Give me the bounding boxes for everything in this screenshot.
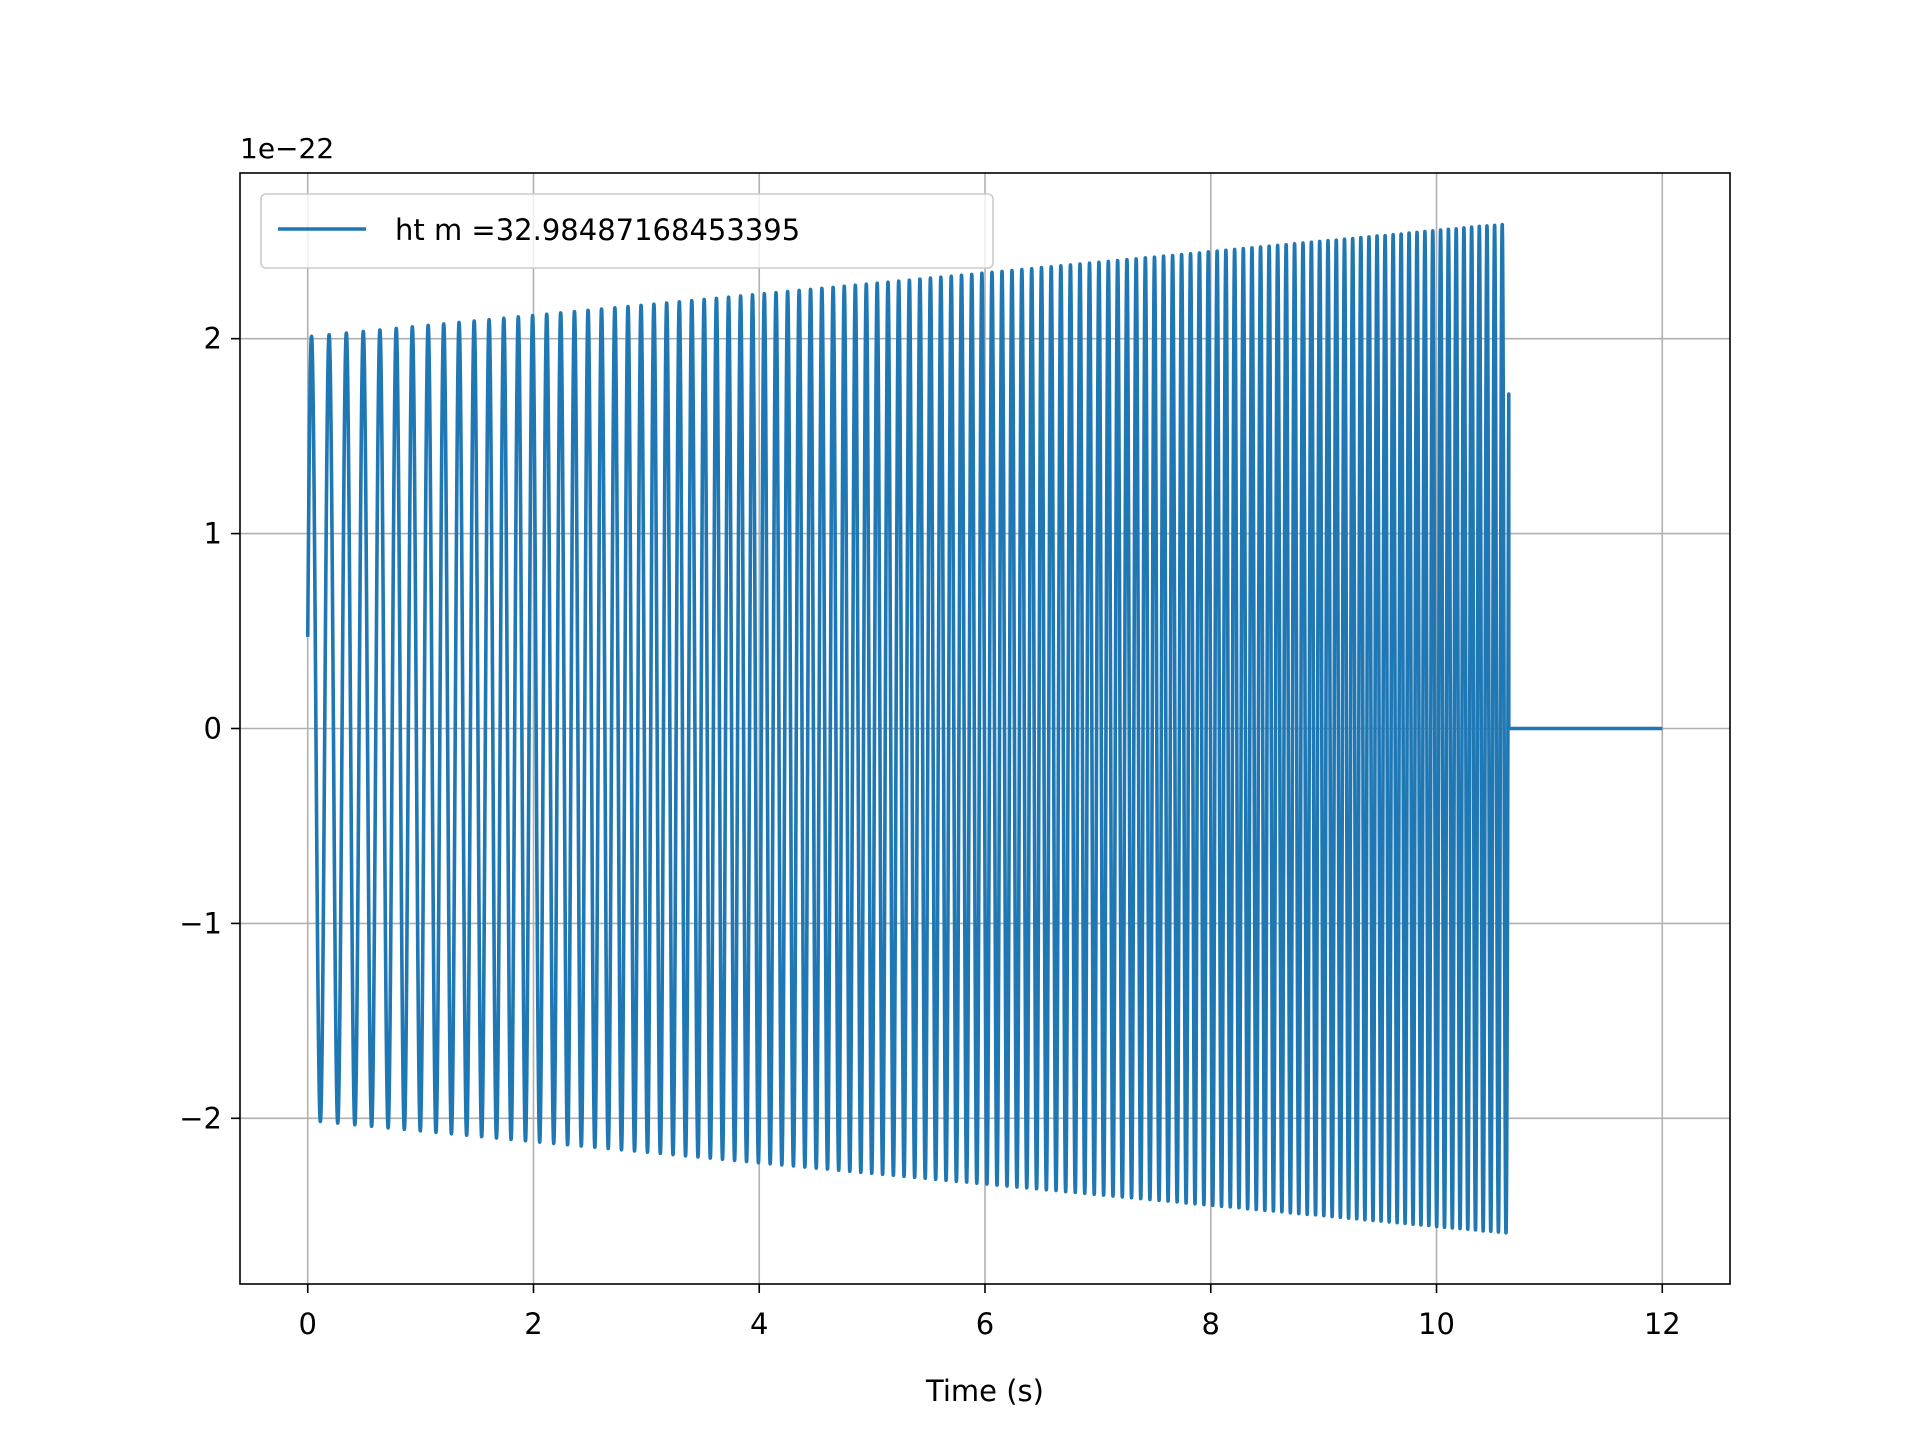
y-tick-label: −1 xyxy=(179,906,222,940)
x-tick-label: 2 xyxy=(524,1307,542,1341)
legend-label: ht m =32.98487168453395 xyxy=(395,213,800,247)
y-tick-label: −2 xyxy=(179,1101,222,1135)
x-tick-label: 8 xyxy=(1202,1307,1220,1341)
x-tick-label: 6 xyxy=(976,1307,994,1341)
y-tick-label: 0 xyxy=(204,712,222,746)
x-tick-label: 4 xyxy=(750,1307,768,1341)
legend: ht m =32.98487168453395 xyxy=(260,193,994,269)
x-axis-label: Time (s) xyxy=(925,1374,1044,1408)
y-tick-label: 1 xyxy=(204,517,222,551)
series-layer xyxy=(305,222,1663,1235)
x-tick-label: 12 xyxy=(1644,1307,1681,1341)
x-tick-label: 10 xyxy=(1418,1307,1455,1341)
legend-frame xyxy=(260,193,994,269)
x-tick-label: 0 xyxy=(299,1307,317,1341)
series-line-ht xyxy=(305,222,1663,1235)
y-offset-text: 1e−22 xyxy=(240,132,334,165)
y-tick-label: 2 xyxy=(204,322,222,356)
